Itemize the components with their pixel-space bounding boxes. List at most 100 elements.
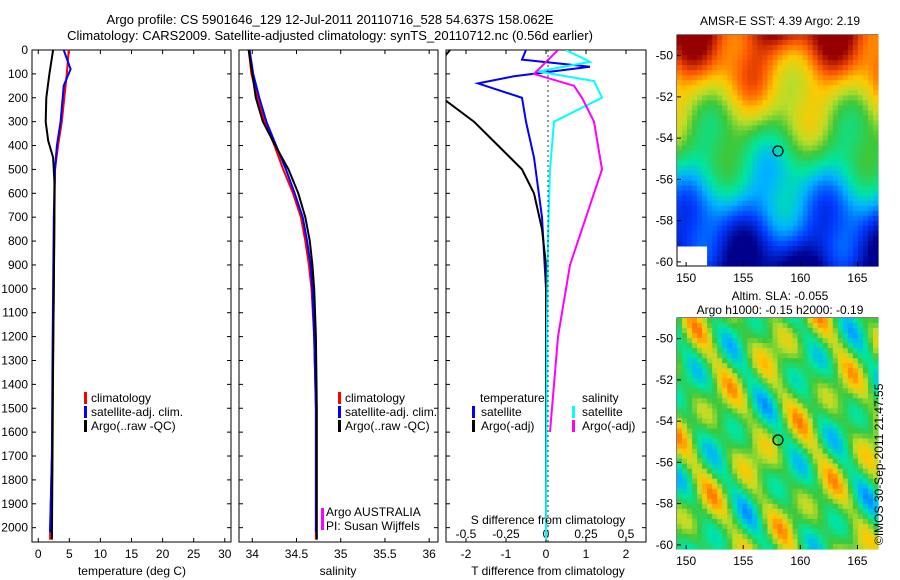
map-cell	[787, 398, 794, 404]
map-cell	[822, 65, 829, 71]
map-cell	[817, 463, 824, 470]
map-cell	[682, 230, 688, 237]
map-cell	[797, 478, 804, 485]
map-cell	[762, 343, 768, 349]
map-cell	[777, 185, 784, 192]
map-cell	[682, 155, 688, 162]
map-cell	[762, 110, 768, 116]
y-tick-label: 1000	[1, 282, 28, 296]
map-cell	[787, 373, 794, 379]
map-cell	[847, 508, 854, 515]
map-cell	[742, 358, 748, 364]
map-cell	[832, 544, 839, 550]
map-cell	[792, 130, 799, 136]
map-cell	[762, 448, 768, 455]
map-cell	[697, 145, 703, 152]
map-cell	[822, 70, 829, 76]
map-cell	[807, 100, 814, 106]
map-cell	[697, 408, 703, 414]
map-cell	[792, 55, 799, 61]
map-cell	[747, 256, 753, 262]
map-cell	[777, 368, 784, 374]
map-cell	[873, 363, 879, 369]
map-cell	[827, 478, 834, 485]
map-cell	[757, 388, 763, 394]
map-cell	[757, 110, 763, 116]
map-cell	[862, 413, 869, 419]
map-cell	[827, 85, 834, 91]
map-cell	[737, 175, 743, 182]
map-cell	[687, 35, 693, 41]
map-cell	[737, 518, 743, 525]
map-cell	[842, 523, 849, 530]
map-cell	[842, 378, 849, 384]
map-cell	[862, 533, 869, 540]
map-cell	[722, 140, 728, 147]
map-cell	[832, 180, 839, 187]
map-cell	[807, 468, 814, 475]
map-cell	[722, 333, 728, 339]
map-cell	[837, 90, 844, 96]
map-cell	[817, 443, 824, 450]
map-cell	[802, 413, 809, 419]
map-cell	[767, 353, 774, 359]
map-cell	[862, 70, 869, 76]
map-cell	[852, 240, 859, 247]
map-cell	[692, 55, 698, 61]
map-cell	[712, 110, 718, 116]
map-cell	[857, 358, 864, 364]
map-cell	[847, 240, 854, 247]
map-cell	[802, 393, 809, 399]
map-cell	[787, 195, 794, 202]
map-cell	[727, 240, 733, 247]
map-cell	[817, 256, 824, 262]
map-cell	[772, 85, 779, 91]
map-cell	[817, 518, 824, 525]
map-cell	[857, 110, 864, 116]
map-cell	[692, 40, 698, 46]
map-cell	[802, 230, 809, 237]
map-cell	[797, 220, 804, 227]
map-cell	[707, 503, 713, 510]
map-cell	[792, 150, 799, 157]
map-cell	[782, 403, 789, 409]
map-cell	[862, 85, 869, 91]
series-line	[44, 50, 56, 540]
map-cell	[873, 145, 879, 152]
map-cell	[742, 230, 748, 237]
lat-tick-label: -56	[656, 455, 674, 469]
map-cell	[857, 544, 864, 550]
map-cell	[847, 120, 854, 126]
map-cell	[857, 468, 864, 475]
map-cell	[787, 443, 794, 450]
map-cell	[682, 468, 688, 475]
map-cell	[772, 348, 779, 354]
map-cell	[722, 488, 728, 495]
map-cell	[812, 115, 819, 121]
map-cell	[717, 250, 723, 257]
map-cell	[862, 125, 869, 131]
map-cell	[868, 423, 874, 430]
map-cell	[717, 458, 723, 465]
map-cell	[742, 256, 748, 262]
map-cell	[862, 343, 869, 349]
map-cell	[807, 413, 814, 419]
map-cell	[837, 130, 844, 136]
map-cell	[862, 65, 869, 71]
map-cell	[712, 256, 718, 262]
map-cell	[737, 358, 743, 364]
map-cell	[852, 418, 859, 424]
map-cell	[722, 388, 728, 394]
map-cell	[847, 220, 854, 227]
map-cell	[822, 358, 829, 364]
map-cell	[797, 408, 804, 414]
map-cell	[697, 215, 703, 222]
map-cell	[792, 518, 799, 525]
map-cell	[842, 338, 849, 344]
map-cell	[727, 333, 733, 339]
map-cell	[742, 398, 748, 404]
map-cell	[787, 358, 794, 364]
map-cell	[752, 388, 758, 394]
map-cell	[873, 528, 879, 535]
